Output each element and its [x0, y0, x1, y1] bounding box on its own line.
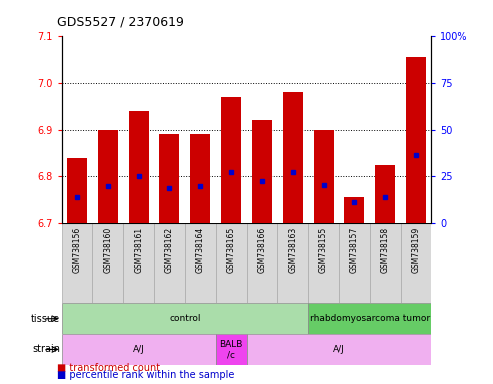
- Bar: [308, 303, 431, 334]
- Bar: [308, 223, 339, 303]
- Bar: [221, 97, 241, 223]
- Text: GSM738159: GSM738159: [412, 227, 421, 273]
- Text: GSM738165: GSM738165: [227, 227, 236, 273]
- Bar: [129, 111, 149, 223]
- Bar: [67, 157, 87, 223]
- Text: GSM738166: GSM738166: [257, 227, 266, 273]
- Text: GSM738158: GSM738158: [381, 227, 389, 273]
- Bar: [246, 223, 277, 303]
- Text: GSM738164: GSM738164: [196, 227, 205, 273]
- Bar: [154, 223, 185, 303]
- Text: GSM738162: GSM738162: [165, 227, 174, 273]
- Bar: [62, 303, 308, 334]
- Text: tissue: tissue: [31, 314, 60, 324]
- Bar: [314, 130, 334, 223]
- Bar: [375, 164, 395, 223]
- Text: ■ percentile rank within the sample: ■ percentile rank within the sample: [57, 370, 234, 380]
- Text: GSM738155: GSM738155: [319, 227, 328, 273]
- Bar: [400, 223, 431, 303]
- Bar: [252, 120, 272, 223]
- Bar: [159, 134, 179, 223]
- Bar: [246, 334, 431, 365]
- Text: strain: strain: [32, 344, 60, 354]
- Bar: [339, 223, 370, 303]
- Bar: [406, 58, 426, 223]
- Bar: [98, 130, 118, 223]
- Text: rhabdomyosarcoma tumor: rhabdomyosarcoma tumor: [310, 314, 430, 323]
- Bar: [185, 223, 216, 303]
- Text: ■ transformed count: ■ transformed count: [57, 363, 160, 373]
- Bar: [344, 197, 364, 223]
- Text: GSM738161: GSM738161: [134, 227, 143, 273]
- Text: A/J: A/J: [133, 345, 144, 354]
- Bar: [216, 334, 246, 365]
- Bar: [123, 223, 154, 303]
- Bar: [62, 334, 216, 365]
- Text: GSM738163: GSM738163: [288, 227, 297, 273]
- Text: GSM738160: GSM738160: [104, 227, 112, 273]
- Text: GSM738157: GSM738157: [350, 227, 359, 273]
- Text: GSM738156: GSM738156: [72, 227, 81, 273]
- Bar: [282, 92, 303, 223]
- Text: BALB
/c: BALB /c: [219, 340, 243, 359]
- Text: control: control: [169, 314, 201, 323]
- Bar: [93, 223, 123, 303]
- Bar: [216, 223, 246, 303]
- Text: A/J: A/J: [333, 345, 345, 354]
- Bar: [370, 223, 400, 303]
- Text: GDS5527 / 2370619: GDS5527 / 2370619: [57, 16, 183, 29]
- Bar: [62, 223, 93, 303]
- Bar: [190, 134, 211, 223]
- Bar: [277, 223, 308, 303]
